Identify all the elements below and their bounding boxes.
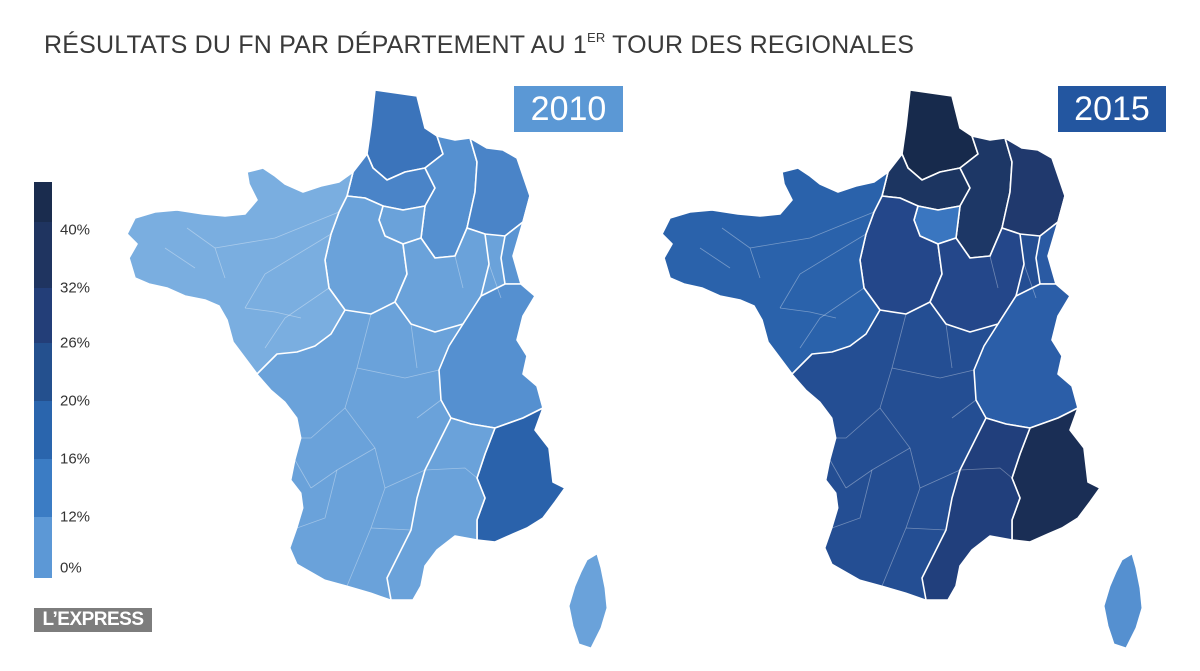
year-badge-2015: 2015 — [1058, 86, 1166, 132]
legend-label-12: 12% — [60, 508, 91, 526]
department-border — [370, 527, 412, 531]
department-border — [416, 399, 442, 419]
department-border — [879, 407, 921, 489]
legend-swatch-5 — [34, 459, 52, 517]
legend-label-16: 16% — [60, 450, 91, 468]
department-border — [721, 227, 761, 279]
department-border — [831, 469, 873, 529]
department-border — [488, 263, 502, 299]
region-languedoc — [386, 417, 496, 601]
department-border — [344, 313, 372, 409]
region-corse — [568, 553, 608, 649]
department-border — [959, 467, 1013, 479]
region-lorraine — [466, 137, 531, 237]
title-tail: TOUR DES REGIONALES — [605, 31, 915, 59]
department-border — [394, 301, 418, 369]
department-border — [845, 447, 911, 489]
region-corse — [1103, 553, 1143, 649]
lexpress-logo: L’EXPRESS — [34, 608, 152, 632]
legend-swatch-3 — [34, 343, 52, 401]
region-bourgogne — [929, 227, 1025, 333]
department-border — [214, 211, 340, 249]
legend-label-40: 40% — [60, 221, 91, 239]
region-west — [661, 167, 889, 375]
department-border — [749, 211, 875, 249]
department-border — [344, 407, 386, 489]
map-2015 — [660, 88, 1170, 663]
department-border — [296, 469, 338, 529]
map-2010 — [125, 88, 635, 663]
department-border — [264, 287, 330, 349]
department-border — [1023, 263, 1037, 299]
department-border — [294, 459, 312, 489]
legend-label-32: 32% — [60, 279, 91, 297]
legend-color-bar — [34, 182, 52, 578]
map-2015-regions — [661, 89, 1143, 649]
department-border — [881, 487, 921, 587]
department-border — [836, 407, 881, 439]
department-border — [310, 447, 376, 489]
department-border — [424, 467, 478, 479]
department-border — [989, 255, 999, 289]
color-legend: 40% 32% 26% 20% 16% 12% 0% — [34, 182, 154, 578]
legend-swatch-1 — [34, 222, 52, 288]
department-border — [799, 287, 865, 349]
legend-swatch-2 — [34, 288, 52, 343]
department-border — [829, 459, 847, 489]
department-border — [186, 227, 226, 279]
department-border — [779, 233, 867, 309]
legend-swatch-0 — [34, 182, 52, 222]
department-border — [891, 367, 975, 379]
france-map-2015-svg — [661, 89, 1143, 649]
department-border — [164, 247, 196, 269]
department-border — [384, 469, 426, 489]
year-badge-2010: 2010 — [514, 86, 623, 132]
region-rhone-alpes — [438, 283, 544, 429]
title-main: RÉSULTATS DU FN PAR DÉPARTEMENT AU 1 — [44, 31, 587, 59]
region-west — [126, 167, 354, 375]
department-border — [879, 313, 907, 409]
legend-label-0: 0% — [60, 559, 82, 577]
region-lorraine — [1001, 137, 1066, 237]
region-rhone-alpes — [973, 283, 1079, 429]
legend-label-26: 26% — [60, 334, 91, 352]
france-map-2010-svg — [126, 89, 608, 649]
legend-swatch-4 — [34, 401, 52, 459]
region-bourgogne — [394, 227, 490, 333]
title-superscript: ER — [586, 30, 606, 45]
department-border — [699, 247, 731, 269]
department-border — [244, 233, 332, 309]
department-border — [346, 487, 386, 587]
department-border — [779, 307, 837, 319]
legend-label-20: 20% — [60, 392, 91, 410]
page-title: RÉSULTATS DU FN PAR DÉPARTEMENT AU 1ER T… — [44, 30, 914, 60]
legend-swatch-6 — [34, 517, 52, 578]
map-2010-regions — [126, 89, 608, 649]
department-border — [905, 527, 947, 531]
department-border — [919, 469, 961, 489]
department-border — [244, 307, 302, 319]
department-border — [356, 367, 440, 379]
department-border — [951, 399, 977, 419]
department-border — [929, 301, 953, 369]
department-border — [454, 255, 464, 289]
region-languedoc — [921, 417, 1031, 601]
department-border — [301, 407, 346, 439]
